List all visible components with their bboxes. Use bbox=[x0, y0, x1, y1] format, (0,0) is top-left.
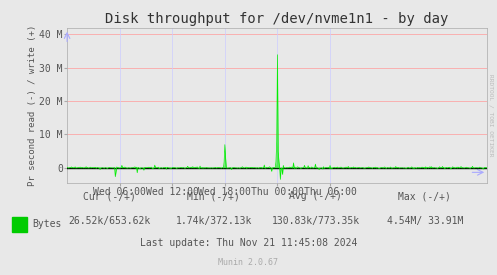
Y-axis label: Pr second read (-) / write (+): Pr second read (-) / write (+) bbox=[28, 24, 37, 186]
Text: 1.74k/372.13k: 1.74k/372.13k bbox=[175, 216, 252, 226]
Text: 130.83k/773.35k: 130.83k/773.35k bbox=[271, 216, 360, 226]
Text: Last update: Thu Nov 21 11:45:08 2024: Last update: Thu Nov 21 11:45:08 2024 bbox=[140, 238, 357, 248]
Text: Min (-/+): Min (-/+) bbox=[187, 191, 240, 201]
Text: Avg (-/+): Avg (-/+) bbox=[289, 191, 342, 201]
Title: Disk throughput for /dev/nvme1n1 - by day: Disk throughput for /dev/nvme1n1 - by da… bbox=[105, 12, 449, 26]
Text: Max (-/+): Max (-/+) bbox=[399, 191, 451, 201]
Text: Munin 2.0.67: Munin 2.0.67 bbox=[219, 258, 278, 266]
Text: Bytes: Bytes bbox=[32, 219, 62, 229]
Text: Cur (-/+): Cur (-/+) bbox=[83, 191, 136, 201]
Text: 4.54M/ 33.91M: 4.54M/ 33.91M bbox=[387, 216, 463, 226]
Text: 26.52k/653.62k: 26.52k/653.62k bbox=[68, 216, 151, 226]
Text: RRDTOOL / TOBI OETIKER: RRDTOOL / TOBI OETIKER bbox=[489, 74, 494, 157]
